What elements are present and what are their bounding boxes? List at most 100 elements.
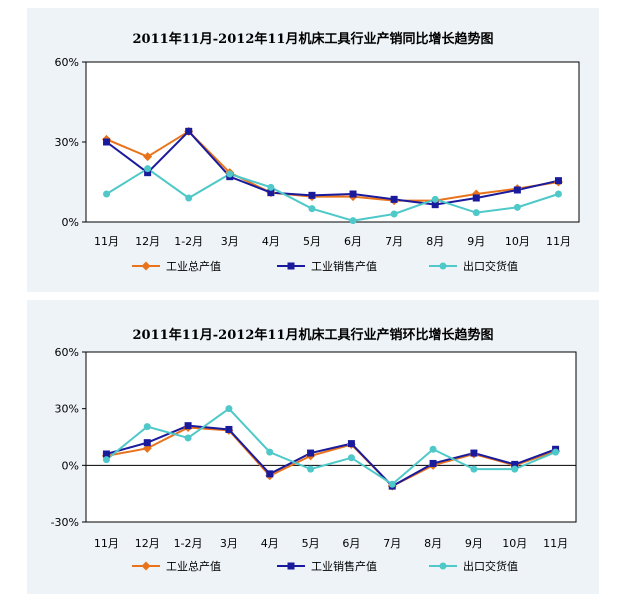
x-tick-label: 5月 xyxy=(302,537,320,550)
data-point xyxy=(390,210,398,218)
series-line xyxy=(105,129,559,206)
data-point xyxy=(307,465,315,473)
x-tick-label: 11月 xyxy=(94,235,119,248)
data-point xyxy=(225,425,233,433)
data-point xyxy=(308,191,316,199)
data-point xyxy=(472,209,480,217)
legend-label: 出口交货值 xyxy=(463,259,518,273)
yoy-line-chart: 60% 30% 0% 11月 12月 1-2月 3月 4月 5月 6月 7月 8月 9月 10月 11月工业… xyxy=(55,56,580,273)
x-tick-label: 7月 xyxy=(383,537,401,550)
y-tick-label: 30% xyxy=(55,403,79,416)
x-tick-label: 9月 xyxy=(465,537,483,550)
data-point xyxy=(143,423,151,431)
plot-area xyxy=(85,61,580,223)
data-point xyxy=(554,190,562,198)
chart-title: 2011年11月-2012年11月机床工具行业产销环比增长趋势图 xyxy=(132,328,494,343)
x-tick-label: 9月 xyxy=(467,235,485,248)
series-line xyxy=(106,424,556,488)
data-point xyxy=(103,190,111,198)
legend-swatch-marker xyxy=(141,261,151,271)
x-tick-label: 1-2月 xyxy=(174,235,203,248)
data-point xyxy=(513,186,521,194)
x-tick-label: 7月 xyxy=(385,235,403,248)
x-tick-label: 12月 xyxy=(135,235,160,248)
data-point xyxy=(143,439,151,447)
data-point xyxy=(472,194,480,202)
x-tick-label: 4月 xyxy=(262,235,280,248)
data-point xyxy=(144,165,152,173)
data-point xyxy=(388,480,396,488)
data-point xyxy=(429,459,437,467)
data-point xyxy=(349,217,357,225)
legend-label: 出口交货值 xyxy=(463,559,518,573)
data-point xyxy=(552,448,560,456)
legend-label: 工业销售产值 xyxy=(311,559,377,573)
data-point xyxy=(142,443,152,453)
x-tick-label: 5月 xyxy=(303,235,321,248)
data-point xyxy=(554,177,562,185)
y-tick-label: 30% xyxy=(55,136,79,149)
x-tick-label: 1-2月 xyxy=(174,537,203,550)
data-point xyxy=(267,189,275,197)
legend-label: 工业销售产值 xyxy=(311,259,377,273)
data-point xyxy=(185,127,193,135)
data-point xyxy=(431,195,439,203)
y-tick-label: 0% xyxy=(62,459,79,472)
x-tick-label: 12月 xyxy=(135,537,160,550)
legend-label: 工业总产值 xyxy=(166,559,221,573)
x-tick-label: 8月 xyxy=(424,537,442,550)
data-point xyxy=(103,138,111,146)
data-point xyxy=(225,405,233,413)
series-line xyxy=(106,130,559,202)
data-point xyxy=(185,194,193,202)
data-point xyxy=(470,449,478,457)
x-tick-label: 8月 xyxy=(426,235,444,248)
legend-swatch-marker xyxy=(439,562,447,570)
data-point xyxy=(307,449,315,457)
data-point xyxy=(266,470,274,478)
y-tick-label: 60% xyxy=(55,56,79,69)
data-point xyxy=(143,152,153,162)
mom-line-chart: 60% 30% 0% -30% 11月 12月 1-2月 3月 4月 5月 6月 7月 8月 9月 10月 1… xyxy=(51,346,577,573)
chart-panel-yoy: 2011年11月-2012年11月机床工具行业产销同比增长趋势图 60% 30% 0… xyxy=(27,8,599,292)
y-tick-label: -30% xyxy=(51,516,79,529)
data-point xyxy=(267,183,275,191)
x-tick-label: 11月 xyxy=(94,537,119,550)
data-point xyxy=(347,454,355,462)
data-point xyxy=(184,422,192,430)
data-point xyxy=(308,205,316,213)
data-point xyxy=(429,445,437,453)
data-point xyxy=(513,203,521,211)
y-tick-label: 0% xyxy=(62,216,79,229)
data-point xyxy=(102,450,110,458)
chart-panel-mom: 2011年11月-2012年11月机床工具行业产销环比增长趋势图 60% 30% 0… xyxy=(27,300,599,594)
data-point xyxy=(511,460,519,468)
series-line xyxy=(105,407,556,486)
legend-swatch-marker xyxy=(287,562,295,570)
x-tick-label: 11月 xyxy=(546,235,571,248)
x-tick-label: 3月 xyxy=(220,537,238,550)
x-tick-label: 10月 xyxy=(502,537,527,550)
legend-swatch-marker xyxy=(439,262,447,270)
legend-label: 工业总产值 xyxy=(166,259,221,273)
data-point xyxy=(226,170,234,178)
data-point xyxy=(470,465,478,473)
y-tick-label: 60% xyxy=(55,346,79,359)
legend-swatch-marker xyxy=(141,561,151,571)
legend-swatch-marker xyxy=(287,262,295,270)
x-tick-label: 6月 xyxy=(342,537,360,550)
data-point xyxy=(184,434,192,442)
x-tick-label: 11月 xyxy=(543,537,568,550)
data-point xyxy=(390,195,398,203)
data-point xyxy=(266,448,274,456)
x-tick-label: 4月 xyxy=(261,537,279,550)
series-line xyxy=(106,167,559,222)
data-point xyxy=(144,169,152,177)
x-tick-label: 10月 xyxy=(505,235,530,248)
data-point xyxy=(102,456,110,464)
x-tick-label: 6月 xyxy=(344,235,362,248)
data-point xyxy=(349,190,357,198)
x-tick-label: 3月 xyxy=(221,235,239,248)
chart-title: 2011年11月-2012年11月机床工具行业产销同比增长趋势图 xyxy=(132,32,494,47)
